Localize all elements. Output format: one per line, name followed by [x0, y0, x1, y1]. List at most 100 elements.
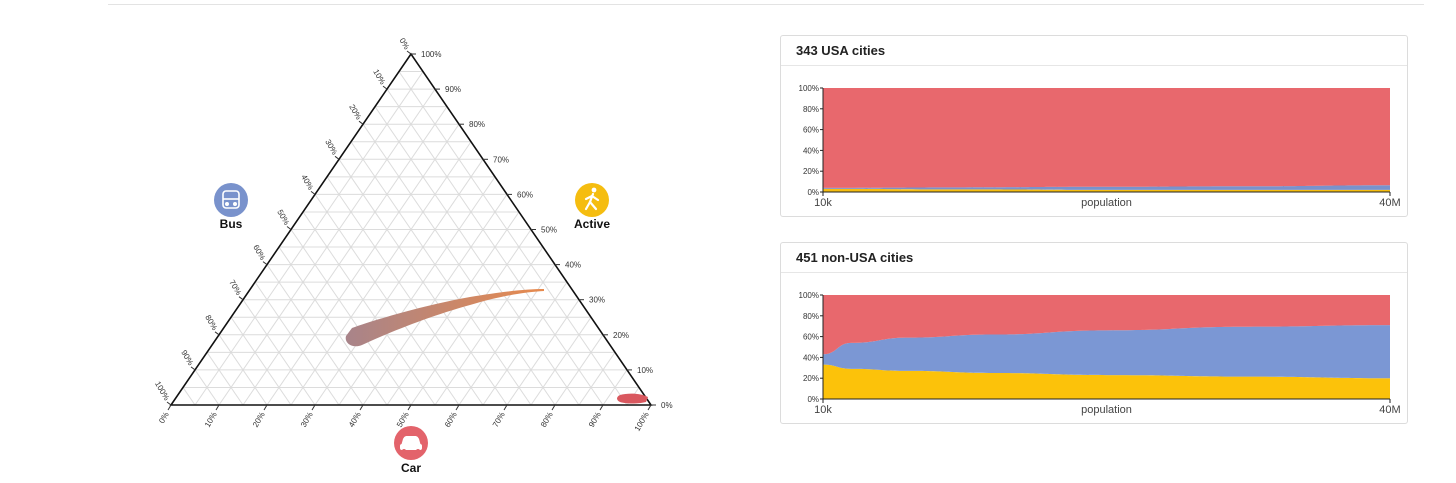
- non-usa-y-tick-label: 80%: [803, 312, 819, 321]
- usa-y-tick-label: 100%: [799, 84, 819, 93]
- grid-line: [242, 299, 316, 406]
- bus-axis-tick-label: 50%: [275, 208, 291, 226]
- grid-line: [530, 316, 592, 406]
- grid-line: [578, 352, 616, 406]
- bus-axis-tick-label: 60%: [251, 243, 267, 261]
- bus-icon-glyph: [222, 190, 240, 209]
- active-axis-tick-label: 40%: [565, 261, 581, 270]
- non-usa-x-tick-label: 10k: [814, 404, 832, 416]
- non-usa-series-2-area: [823, 295, 1390, 355]
- tick-mark: [190, 366, 196, 371]
- tick-mark: [359, 404, 364, 411]
- bus-axis-tick-label: 0%: [397, 36, 411, 51]
- grid-line: [458, 264, 556, 406]
- tick-mark: [503, 404, 508, 411]
- bus-axis-tick-label: 100%: [153, 380, 171, 402]
- non-usa-series-1-area: [823, 325, 1390, 379]
- active-label: Active: [574, 217, 610, 231]
- grid-line: [254, 281, 340, 406]
- grid-line: [302, 211, 436, 406]
- grid-line: [434, 246, 544, 406]
- usa-area-chart: 0% 20% 40% 60% 80% 100% 10k 40M population: [799, 84, 1401, 209]
- usa-x-tick-label: 10k: [814, 197, 832, 209]
- grid-line: [398, 71, 628, 406]
- active-axis-tick-label: 90%: [445, 85, 461, 94]
- non-usa-series-0-area: [823, 364, 1390, 399]
- active-axis-tick-label: 20%: [613, 331, 629, 340]
- non-usa-x-tick-label: 40M: [1379, 404, 1400, 416]
- non-usa-cities-panel: 451 non-USA cities 0% 20% 40% 60% 80% 100% 10k…: [780, 242, 1408, 424]
- tick-mark: [215, 404, 220, 411]
- tick-mark: [166, 401, 172, 406]
- grid-line: [230, 316, 292, 406]
- tick-mark: [167, 404, 172, 411]
- grid-line: [266, 264, 364, 406]
- non-usa-y-tick-label: 60%: [803, 333, 819, 342]
- grid-line: [602, 369, 628, 406]
- grid-line: [350, 141, 532, 406]
- bus-axis-tick-label: 70%: [227, 278, 243, 296]
- tick-mark: [263, 404, 268, 411]
- non-usa-y-tick-label: 0%: [807, 395, 819, 404]
- active-axis-tick-label: 30%: [589, 296, 605, 305]
- grid-line: [554, 334, 604, 406]
- grid-line: [218, 334, 268, 406]
- bus-axis-tick-label: 90%: [179, 349, 195, 367]
- grid-line: [242, 106, 448, 406]
- grid-line: [182, 387, 196, 406]
- non-usa-y-tick-label: 100%: [799, 291, 819, 300]
- usa-series-1-area: [823, 185, 1390, 190]
- car-axis-tick-label: 80%: [539, 411, 555, 429]
- car-axis-tick-label: 100%: [633, 411, 651, 433]
- grid-line: [338, 176, 496, 406]
- non-usa-trend-band: [345, 289, 544, 347]
- usa-trend-band: [617, 393, 648, 404]
- grid-line: [290, 229, 412, 406]
- car-axis-tick-label: 50%: [395, 411, 411, 429]
- tick-mark: [310, 190, 316, 195]
- usa-series-0-area: [823, 188, 1390, 192]
- car-axis-tick-label: 0%: [157, 411, 171, 426]
- grid-line: [194, 369, 220, 406]
- bus-axis-tick-label: 30%: [323, 138, 339, 156]
- car-axis-tick-label: 30%: [299, 411, 315, 429]
- car-axis-tick-label: 40%: [347, 411, 363, 429]
- non-usa-y-tick-label: 40%: [803, 353, 819, 362]
- usa-y-tick-label: 0%: [807, 188, 819, 197]
- grid-line: [326, 176, 484, 406]
- usa-y-tick-label: 40%: [803, 146, 819, 155]
- tick-mark: [551, 404, 556, 411]
- tick-mark: [647, 404, 652, 411]
- tick-mark: [382, 85, 388, 90]
- bus-corner: Bus: [214, 183, 248, 231]
- ternary-grid: [182, 71, 640, 406]
- ternary-plot: 0% 0% 0% 10% 10% 10% 20% 20% 20% 30% 30% 30% 40% 40% 4…: [153, 36, 673, 475]
- tick-mark: [334, 155, 340, 160]
- car-axis-tick-label: 20%: [251, 411, 267, 429]
- active-axis-tick-label: 50%: [541, 226, 557, 235]
- active-axis-tick-label: 10%: [637, 366, 653, 375]
- tick-mark: [286, 226, 292, 230]
- walking-person-glyph: [584, 187, 600, 211]
- non-usa-panel-title: 451 non-USA cities: [781, 243, 1407, 273]
- grid-line: [194, 71, 424, 406]
- usa-y-tick-label: 80%: [803, 105, 819, 114]
- non-usa-x-axis-label: population: [1081, 404, 1132, 416]
- tick-mark: [406, 50, 412, 55]
- tick-mark: [599, 404, 604, 411]
- active-corner: Active: [574, 183, 610, 231]
- tick-mark: [262, 261, 268, 266]
- bus-axis-tick-label: 10%: [371, 68, 387, 86]
- grid-line: [206, 352, 244, 406]
- tick-mark: [455, 404, 460, 411]
- car-axis-tick-label: 70%: [491, 411, 507, 429]
- grid-line: [374, 106, 580, 406]
- usa-series-2-area: [823, 88, 1390, 188]
- bus-label: Bus: [220, 217, 243, 231]
- grid-line: [482, 281, 568, 406]
- bus-axis-tick-label: 20%: [347, 103, 363, 121]
- car-axis-tick-label: 10%: [203, 411, 219, 429]
- usa-y-tick-label: 20%: [803, 167, 819, 176]
- car-axis-tick-label: 60%: [443, 411, 459, 429]
- active-axis-tick-label: 100%: [421, 50, 441, 59]
